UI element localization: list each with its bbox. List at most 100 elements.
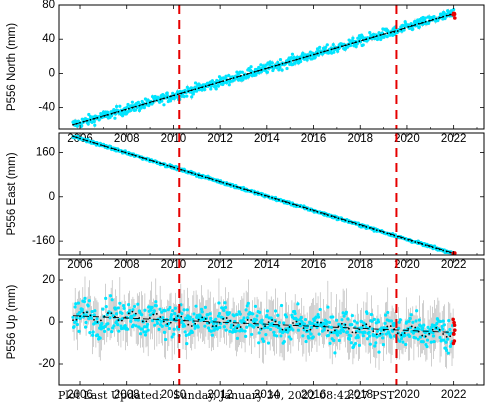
data-point [150,305,154,309]
average-point [375,333,378,336]
data-point [324,45,328,49]
data-point [282,321,286,325]
data-point [279,334,283,338]
data-point [158,307,162,311]
data-point [172,327,176,331]
average-point [194,88,197,91]
average-point [281,62,284,65]
average-point [372,330,375,333]
panel-east: P556 East (mm)2006 2008 2010 2012 2014 2016 20… [6,132,485,271]
data-point [90,309,94,314]
data-point [235,336,240,340]
average-point [414,326,417,329]
data-point [336,49,340,53]
data-point [350,313,354,318]
data-point [154,300,158,304]
average-point [79,137,81,140]
data-point [163,337,168,342]
data-point [117,329,121,333]
data-point [95,333,100,337]
data-point [160,99,164,103]
data-point [138,332,143,336]
data-point [238,312,242,316]
x-tick-label: 2016 [301,259,327,271]
data-point [273,309,278,313]
data-point [415,309,419,313]
data-point [376,320,381,324]
data-point [217,75,222,79]
data-point [374,341,378,345]
data-point [384,332,388,336]
data-point [258,310,262,314]
average-point [187,323,190,326]
data-point [379,328,383,333]
average-point [190,325,193,327]
y-tick-label: 160 [36,146,55,158]
data-point [118,301,122,305]
average-point [169,321,172,324]
data-point [155,321,160,325]
data-point [416,337,420,341]
data-point [423,16,427,20]
data-point [244,334,248,338]
data-point [304,339,308,344]
data-point [122,303,126,308]
x-tick-label: 2016 [301,389,327,401]
data-point [240,70,244,74]
data-point [421,326,425,330]
data-point [426,21,431,26]
average-point [379,332,382,335]
data-point [250,332,254,337]
average-point [347,43,350,46]
updated-label: Plot Last Updated: [58,389,163,402]
average-point [368,325,371,328]
data-point [110,298,114,302]
data-point [126,303,131,307]
data-point [83,325,88,329]
data-point [184,333,188,337]
average-point [232,185,235,187]
updated-timestamp: Sunday, January 30, 2022 08:42:27 PST [172,389,395,402]
data-point [441,327,445,331]
data-point [152,309,156,313]
data-point [377,350,381,354]
data-point [293,61,297,65]
data-point [123,323,127,328]
recent-point [452,12,457,17]
average-point [134,312,137,315]
average-point [86,311,88,314]
data-point [75,124,79,128]
data-point [332,50,336,54]
data-point [157,327,161,331]
data-point [86,122,90,126]
data-point [120,311,124,315]
data-point [349,43,353,48]
data-point [185,94,189,98]
data-point [246,316,250,320]
average-point [194,173,197,176]
data-point [136,318,140,322]
data-point [443,16,447,21]
data-point [355,321,359,325]
data-point [282,339,286,344]
average-point [400,334,403,336]
data-point [82,300,87,304]
data-point [215,321,219,325]
data-point [234,329,238,333]
data-point [227,311,231,315]
average-point [295,320,298,323]
data-point [382,326,386,330]
data-point [130,316,134,320]
average-point [239,326,242,328]
data-point [254,318,259,322]
east-trend-line [72,135,455,255]
average-point [309,208,312,211]
data-point [438,335,442,340]
data-point [368,31,372,35]
data-point [381,336,385,340]
data-point [401,340,405,344]
data-point [446,351,450,355]
data-point [92,119,96,124]
data-point [314,315,318,319]
